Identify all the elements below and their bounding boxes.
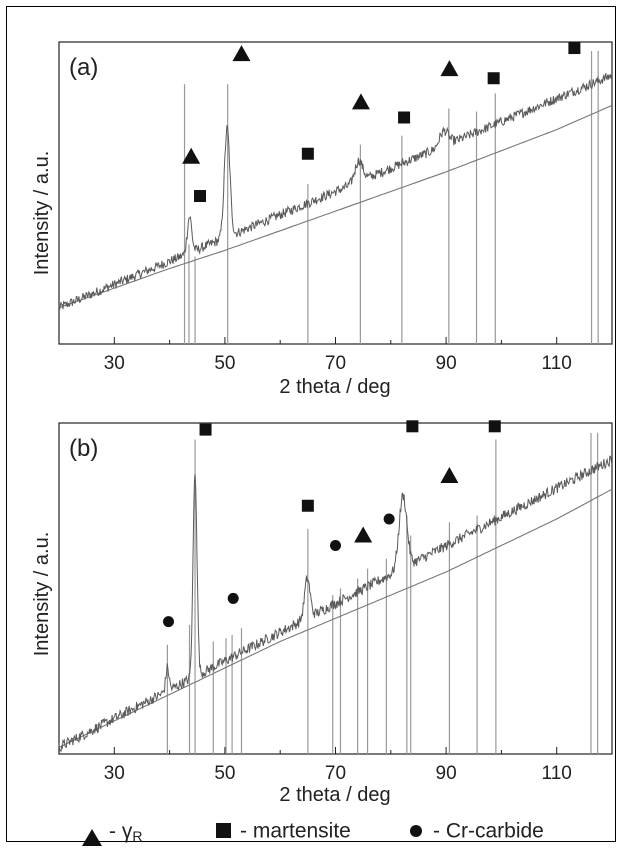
- carbide-marker-6: [383, 513, 395, 525]
- diffraction-pattern: [58, 73, 613, 310]
- x-tick-label-50: 50: [214, 763, 235, 784]
- gamma-marker-2: [232, 45, 251, 62]
- x-tick-label-50: 50: [214, 353, 235, 374]
- panel-a: 30 50 70 90 110 (a) 2 theta / deg Intensity …: [31, 41, 613, 398]
- martensite-marker-5: [398, 111, 411, 124]
- x-tick-label-70: 70: [325, 763, 346, 784]
- legend-triangle-marker: [82, 829, 102, 846]
- panel-a-xlabel: 2 theta / deg: [279, 376, 390, 398]
- x-tick-label-90: 90: [436, 353, 457, 374]
- x-tick-label-30: 30: [104, 763, 125, 784]
- gamma-marker-8: [440, 466, 459, 483]
- gamma-marker-6: [440, 60, 459, 77]
- martensite-marker-1: [199, 423, 212, 436]
- gamma-marker-0: [182, 147, 201, 164]
- panel-a-label: (a): [69, 54, 98, 81]
- martensite-marker-3: [301, 147, 314, 160]
- legend-circle-marker: [410, 825, 422, 837]
- x-tick-label-90: 90: [436, 763, 457, 784]
- diffraction-pattern: [58, 455, 613, 753]
- carbide-marker-0: [162, 616, 174, 628]
- panel-b-ylabel: Intensity / a.u.: [31, 532, 53, 657]
- legend-martensite-label: - martensite: [240, 820, 351, 843]
- legend-cr-carbide-label: - Cr-carbide: [433, 820, 544, 843]
- martensite-marker-7: [406, 420, 419, 433]
- legend-gamma-label: - γR: [109, 820, 142, 844]
- gamma-marker-5: [354, 526, 373, 543]
- martensite-marker-9: [488, 420, 501, 433]
- panel-b: 30 50 70 90 110 (b) 2 theta / deg Intensity …: [31, 420, 613, 806]
- figure-frame: [6, 6, 616, 842]
- x-tick-label-30: 30: [104, 353, 125, 374]
- carbide-marker-4: [330, 539, 341, 551]
- gamma-marker-4: [351, 93, 370, 110]
- x-tick-label-110: 110: [542, 763, 572, 784]
- panel-b-xlabel: 2 theta / deg: [279, 784, 390, 806]
- baseline-curve: [58, 488, 613, 748]
- legend: - γR - martensite - Cr-carbide: [82, 820, 544, 846]
- martensite-marker-8: [568, 42, 581, 55]
- x-tick-label-110: 110: [542, 353, 572, 374]
- martensite-marker-7: [487, 72, 500, 85]
- x-tick-label-70: 70: [325, 353, 346, 374]
- martensite-marker-3: [301, 499, 314, 512]
- carbide-marker-2: [227, 592, 239, 604]
- baseline-curve: [58, 104, 613, 309]
- panel-b-label: (b): [69, 435, 98, 462]
- legend-square-marker: [216, 823, 231, 838]
- panel-a-ylabel: Intensity / a.u.: [31, 151, 53, 276]
- martensite-marker-1: [194, 190, 207, 203]
